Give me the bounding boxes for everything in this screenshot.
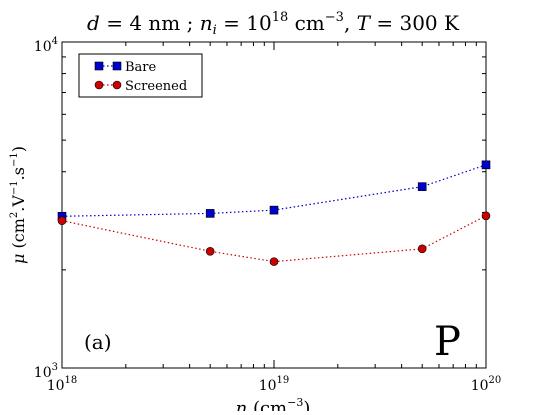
x-tick-label: 1018 xyxy=(47,375,78,394)
y-tick-label: 103 xyxy=(34,362,58,381)
x-axis-label: n (cm−3) xyxy=(236,396,311,411)
panel-label: (a) xyxy=(84,330,112,354)
y-tick-label: 104 xyxy=(34,36,58,55)
y-tick-labels: 103 104 xyxy=(34,36,58,381)
legend-box xyxy=(78,53,203,98)
x-tick-label: 1019 xyxy=(259,375,290,394)
series-screened xyxy=(57,211,491,266)
data-point-screened xyxy=(57,216,67,226)
data-point-screened xyxy=(481,211,491,221)
legend-item-bare: Bare xyxy=(94,60,157,75)
chart-title: d = 4 nm ; ni = 1018 cm−3, T = 300 K xyxy=(87,10,460,38)
series-bare xyxy=(57,160,491,221)
data-point-screened xyxy=(417,244,427,254)
y-axis-label: μ (cm2.V−1.s−1) xyxy=(9,146,28,264)
data-point-screened xyxy=(269,257,279,266)
legend-marker-bare xyxy=(112,61,122,71)
region-label: P xyxy=(434,319,461,365)
legend-marker-screened xyxy=(94,80,104,90)
legend: Bare Screened xyxy=(78,53,203,98)
series-line-screened xyxy=(61,215,487,263)
x-tick-labels: 1018 1019 1020 xyxy=(47,375,502,394)
x-tick-label: 1020 xyxy=(471,375,502,394)
legend-label-screened: Screened xyxy=(125,79,187,94)
data-point-bare xyxy=(269,205,279,215)
data-point-bare xyxy=(481,160,491,170)
data-point-bare xyxy=(205,209,215,218)
axis-ticks xyxy=(61,41,487,369)
legend-item-screened: Screened xyxy=(94,79,187,94)
legend-marker-bare xyxy=(94,61,104,71)
legend-marker-screened xyxy=(112,80,122,90)
data-point-bare xyxy=(417,182,427,191)
legend-label-bare: Bare xyxy=(125,60,157,75)
data-point-screened xyxy=(205,247,215,256)
series-layer xyxy=(57,160,491,266)
